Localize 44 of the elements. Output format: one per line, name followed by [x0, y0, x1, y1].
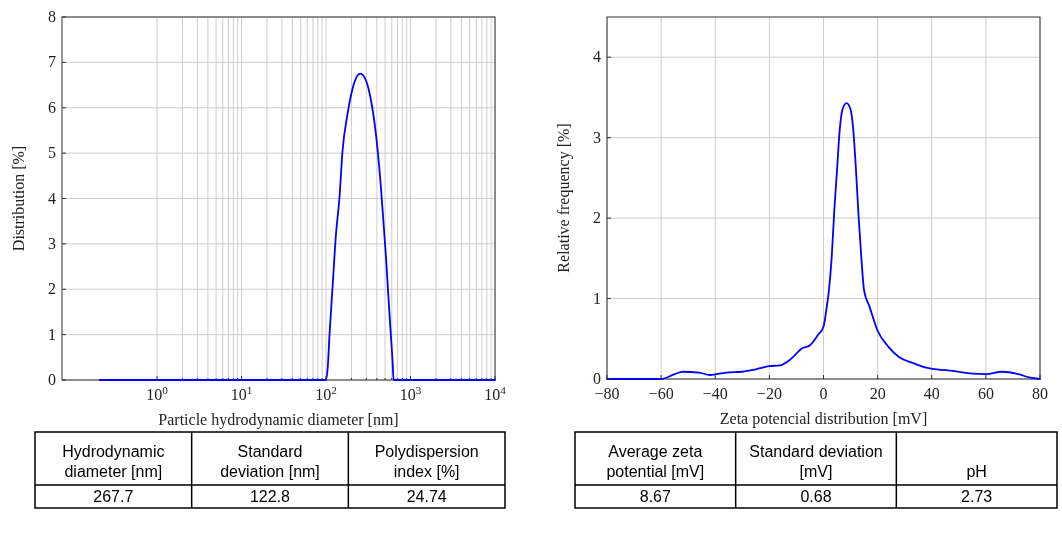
y-axis-title: Distribution [%] — [10, 145, 27, 252]
x-tick-label: 0 — [819, 385, 828, 402]
x-axis-title: Zeta potencial distribution [mV] — [719, 410, 928, 428]
text: 122.8 — [249, 488, 291, 505]
y-tick-label: 7 — [48, 53, 56, 71]
x-tick-label: −20 — [756, 385, 782, 402]
text: 24.74 — [406, 488, 447, 505]
y-tick-label: 4 — [593, 48, 601, 66]
text: Polydispersion index [%] — [374, 443, 479, 480]
x-tick-label: 80 — [1032, 385, 1048, 402]
y-tick-label: 8 — [48, 8, 56, 25]
x-tick-label: 10$^{0}$ — [146, 384, 169, 403]
x-tick-label: 10$^{2}$ — [315, 384, 337, 403]
x-tick-label: 40 — [923, 385, 940, 402]
y-tick-label: 1 — [48, 325, 56, 343]
text: pH — [966, 463, 987, 480]
x-tick-label: 60 — [977, 385, 994, 402]
y-tick-label: 3 — [593, 128, 601, 146]
text: 2.73 — [961, 488, 993, 505]
text: Average zeta potential [mV] — [606, 443, 705, 480]
y-tick-label: 0 — [48, 371, 56, 388]
y-tick-label: 2 — [593, 209, 601, 227]
x-tick-label: −80 — [594, 385, 620, 402]
text: Hydrodynamic diameter [nm] — [62, 443, 165, 480]
y-tick-label: 5 — [48, 144, 56, 162]
x-tick-label: 10$^{1}$ — [230, 384, 253, 403]
y-tick-label: 6 — [48, 98, 56, 116]
text: Standard deviation [nm] — [220, 443, 320, 480]
x-tick-label: −40 — [702, 385, 728, 402]
x-axis-title: Particle hydrodynamic diameter [nm] — [158, 411, 399, 429]
x-tick-label: −60 — [648, 385, 674, 402]
y-axis-title: Relative frequency [%] — [555, 123, 573, 273]
y-tick-label: 3 — [48, 234, 56, 252]
text: 0.68 — [800, 488, 832, 505]
x-tick-label: 20 — [869, 385, 886, 402]
x-tick-label: 10$^{4}$ — [484, 384, 507, 403]
y-tick-label: 1 — [593, 289, 601, 307]
x-tick-label: 10$^{3}$ — [399, 384, 422, 403]
y-tick-label: 2 — [48, 280, 56, 298]
text: 267.7 — [93, 488, 134, 505]
text: Standard deviation [mV] — [749, 443, 883, 480]
y-tick-label: 4 — [48, 189, 56, 207]
text: 8.67 — [639, 488, 672, 505]
y-tick-label: 0 — [593, 370, 601, 387]
